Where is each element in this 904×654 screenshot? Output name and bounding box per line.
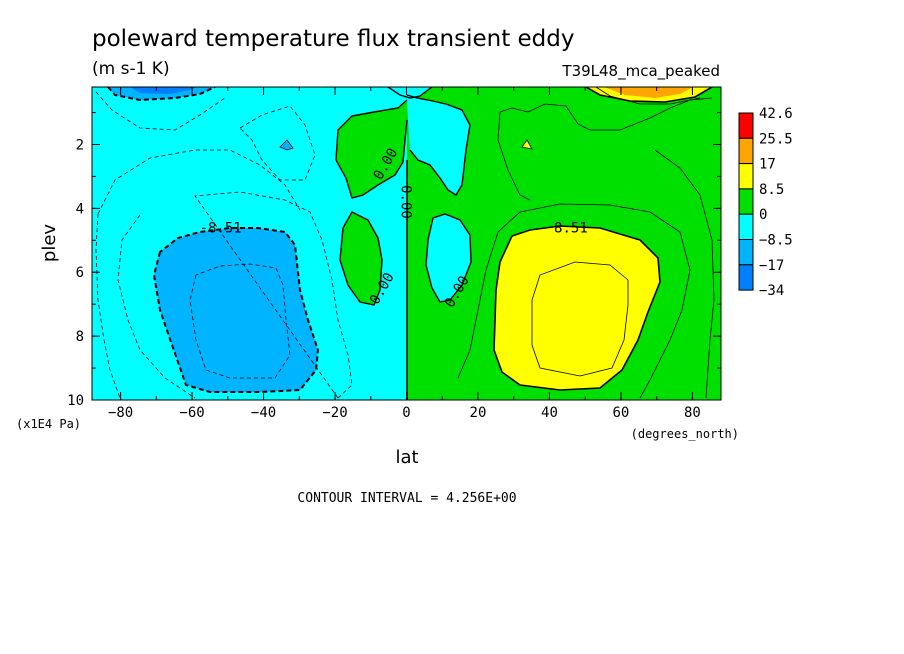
contour-pos-thin-upper xyxy=(497,97,713,201)
contour-plus8 xyxy=(493,225,661,391)
colorbar-level-label: 42.6 xyxy=(759,106,793,122)
contour-neg-thin-wide xyxy=(95,149,301,399)
colorbar-swatch xyxy=(738,213,754,240)
contour-fills xyxy=(92,87,721,400)
fill-negative-intrusion-upper xyxy=(407,87,470,195)
contour-zero-cyan-blob xyxy=(425,213,472,303)
contour-minus8-dashed xyxy=(152,227,320,393)
x-tick-label: −40 xyxy=(251,405,276,421)
contour-pos-thin-outer xyxy=(457,203,691,399)
colorbar-level-label: 8.5 xyxy=(759,182,784,198)
contour-interval-note: CONTOUR INTERVAL = 4.256E+00 xyxy=(297,491,516,506)
chart-units: (m s-1 K) xyxy=(92,59,170,79)
contour-minus8-top-dashed xyxy=(107,87,216,102)
contour-label: -8.51 xyxy=(200,221,242,237)
y-axis-units: (x1E4 Pa) xyxy=(16,417,81,431)
x-tick-label: 0 xyxy=(402,405,410,421)
fill-plus17-top-patch xyxy=(604,87,693,98)
contour-pos-thin-right xyxy=(654,149,715,399)
contour-label: 0.00 xyxy=(398,185,414,219)
fill-positive-blob-lower xyxy=(340,212,382,305)
colorbar-swatch xyxy=(738,137,754,165)
y-axis: 2 4 6 8 10 xyxy=(67,112,721,409)
contour-pos-small-triangle xyxy=(521,139,533,150)
y-tick-label: 4 xyxy=(76,201,84,217)
x-tick-label: 20 xyxy=(470,405,487,421)
x-tick-label: −60 xyxy=(179,405,204,421)
y-tick-label: 2 xyxy=(76,137,84,153)
y-tick-label: 10 xyxy=(67,393,84,409)
colorbar-swatch xyxy=(738,163,754,190)
y-tick-label: 6 xyxy=(76,265,84,281)
x-tick-label: −20 xyxy=(322,405,347,421)
y-axis-label: plev xyxy=(39,224,60,263)
colorbar-swatch xyxy=(738,239,754,266)
x-tick-label: 60 xyxy=(613,405,630,421)
fill-plus8-small-patch xyxy=(522,140,532,149)
contour-label: 8.51 xyxy=(554,221,588,237)
x-axis-units: (degrees_north) xyxy=(631,427,739,441)
contour-neg-small-spot xyxy=(279,139,294,151)
y-tick-label: 8 xyxy=(76,329,84,345)
contour-zero-intrusion xyxy=(406,94,471,196)
colorbar-swatch xyxy=(738,112,754,139)
colorbar-level-label: 25.5 xyxy=(759,131,793,147)
colorbar-swatch xyxy=(738,188,754,215)
contour-pos-thin-inner xyxy=(531,261,629,377)
x-axis: −80 −60 −40 −20 0 20 40 60 80 xyxy=(108,87,701,421)
contour-zero-blob-upper xyxy=(335,99,408,199)
colorbar-level-label: 0 xyxy=(759,207,767,223)
contour-lines xyxy=(95,87,715,400)
fill-minus17-blob xyxy=(154,228,318,392)
chart-title: poleward temperature flux transient eddy xyxy=(92,26,574,52)
fill-minus34-top xyxy=(130,87,198,94)
contour-neg-thin-upper xyxy=(95,91,316,181)
x-axis-label: lat xyxy=(395,447,418,468)
fill-negative-blob-lower xyxy=(426,214,471,302)
x-tick-label: 80 xyxy=(684,405,701,421)
colorbar-level-label: −34 xyxy=(759,283,784,299)
colorbar-legend: 42.6 25.5 17 8.5 0 −8.5 −17 −34 xyxy=(738,106,793,299)
contour-neg-thin-inner xyxy=(189,263,291,379)
fill-positive-blob-upper xyxy=(336,100,407,198)
fill-minus17-small-patch xyxy=(280,140,293,150)
fill-plus8-blob xyxy=(494,226,660,390)
x-tick-label: −80 xyxy=(108,405,133,421)
x-tick-label: 40 xyxy=(541,405,558,421)
contour-plus8-top xyxy=(585,87,713,103)
contour-zero-top xyxy=(387,87,433,99)
colorbar-level-label: 17 xyxy=(759,157,776,173)
colorbar-level-label: −17 xyxy=(759,258,784,274)
contour-zero-blob-lower xyxy=(339,211,383,306)
colorbar-level-label: −8.5 xyxy=(759,233,793,249)
dataset-label: T39L48_mca_peaked xyxy=(561,62,720,81)
colorbar-swatch xyxy=(738,264,754,291)
contour-pos-thin-top xyxy=(595,87,701,105)
contour-neg-thin-outer xyxy=(117,191,353,399)
